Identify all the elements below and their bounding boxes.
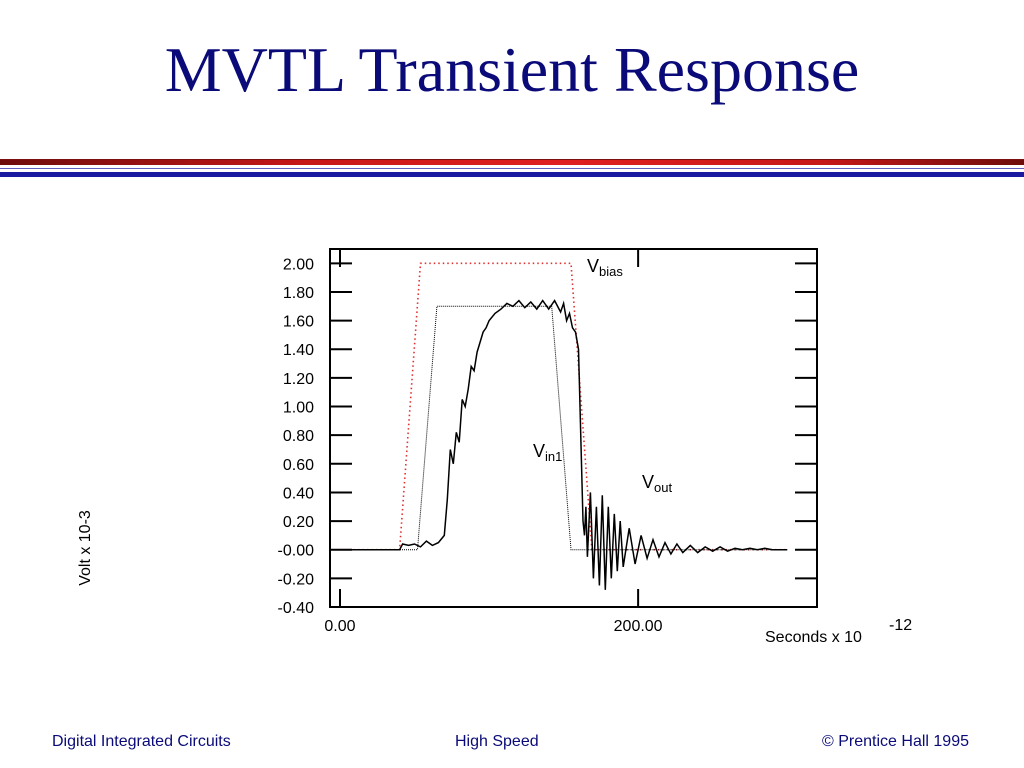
y-tick-label: 1.40: [283, 342, 314, 359]
x-tick-label: 0.00: [324, 618, 355, 635]
y-tick-label: 0.80: [283, 428, 314, 445]
series-lines: [340, 262, 788, 590]
y-tick-label: 1.20: [283, 371, 314, 388]
y-axis-ticks: 2.00 1.80 1.60 1.40 1.20 1.00 0.80 0.60 0.40 0.20…: [278, 256, 817, 617]
series-label-vin1: Vin1: [533, 441, 562, 464]
y-tick-label: 0.40: [283, 485, 314, 502]
plot-frame: [329, 248, 818, 608]
y-tick-label: 0.20: [283, 514, 314, 531]
series-line-vin1: [340, 305, 788, 551]
y-tick-label: 2.00: [283, 256, 314, 273]
x-axis-label: Seconds x 10: [765, 629, 862, 646]
footer-course-name: Digital Integrated Circuits: [52, 733, 231, 750]
y-tick-label: -0.00: [278, 543, 315, 560]
x-axis-ticks: 0.00 200.00: [324, 249, 663, 635]
footer-copyright: © Prentice Hall 1995: [822, 733, 969, 750]
y-tick-label: 0.60: [283, 457, 314, 474]
y-tick-label: 1.80: [283, 285, 314, 302]
plot-area-border: [329, 248, 818, 608]
footer-chapter: High Speed: [455, 733, 539, 750]
x-tick-label: 200.00: [614, 618, 663, 635]
title-rule-red: [0, 160, 1024, 165]
series-label-vbias: Vbias: [587, 256, 623, 279]
series-label-vout: Vout: [642, 472, 672, 495]
series-line-vout: [340, 299, 788, 590]
y-tick-label: -0.20: [278, 571, 315, 588]
title-rule-blue: [0, 172, 1024, 177]
y-tick-label: -0.40: [278, 600, 315, 617]
title-rule-blue-thin: [0, 168, 1024, 169]
y-tick-label: 1.60: [283, 314, 314, 331]
slide-title: MVTL Transient Response: [164, 34, 860, 105]
y-tick-label: 1.00: [283, 400, 314, 417]
x-axis-label-exponent: -12: [889, 617, 912, 634]
y-axis-label: Volt x 10-3: [77, 510, 94, 586]
